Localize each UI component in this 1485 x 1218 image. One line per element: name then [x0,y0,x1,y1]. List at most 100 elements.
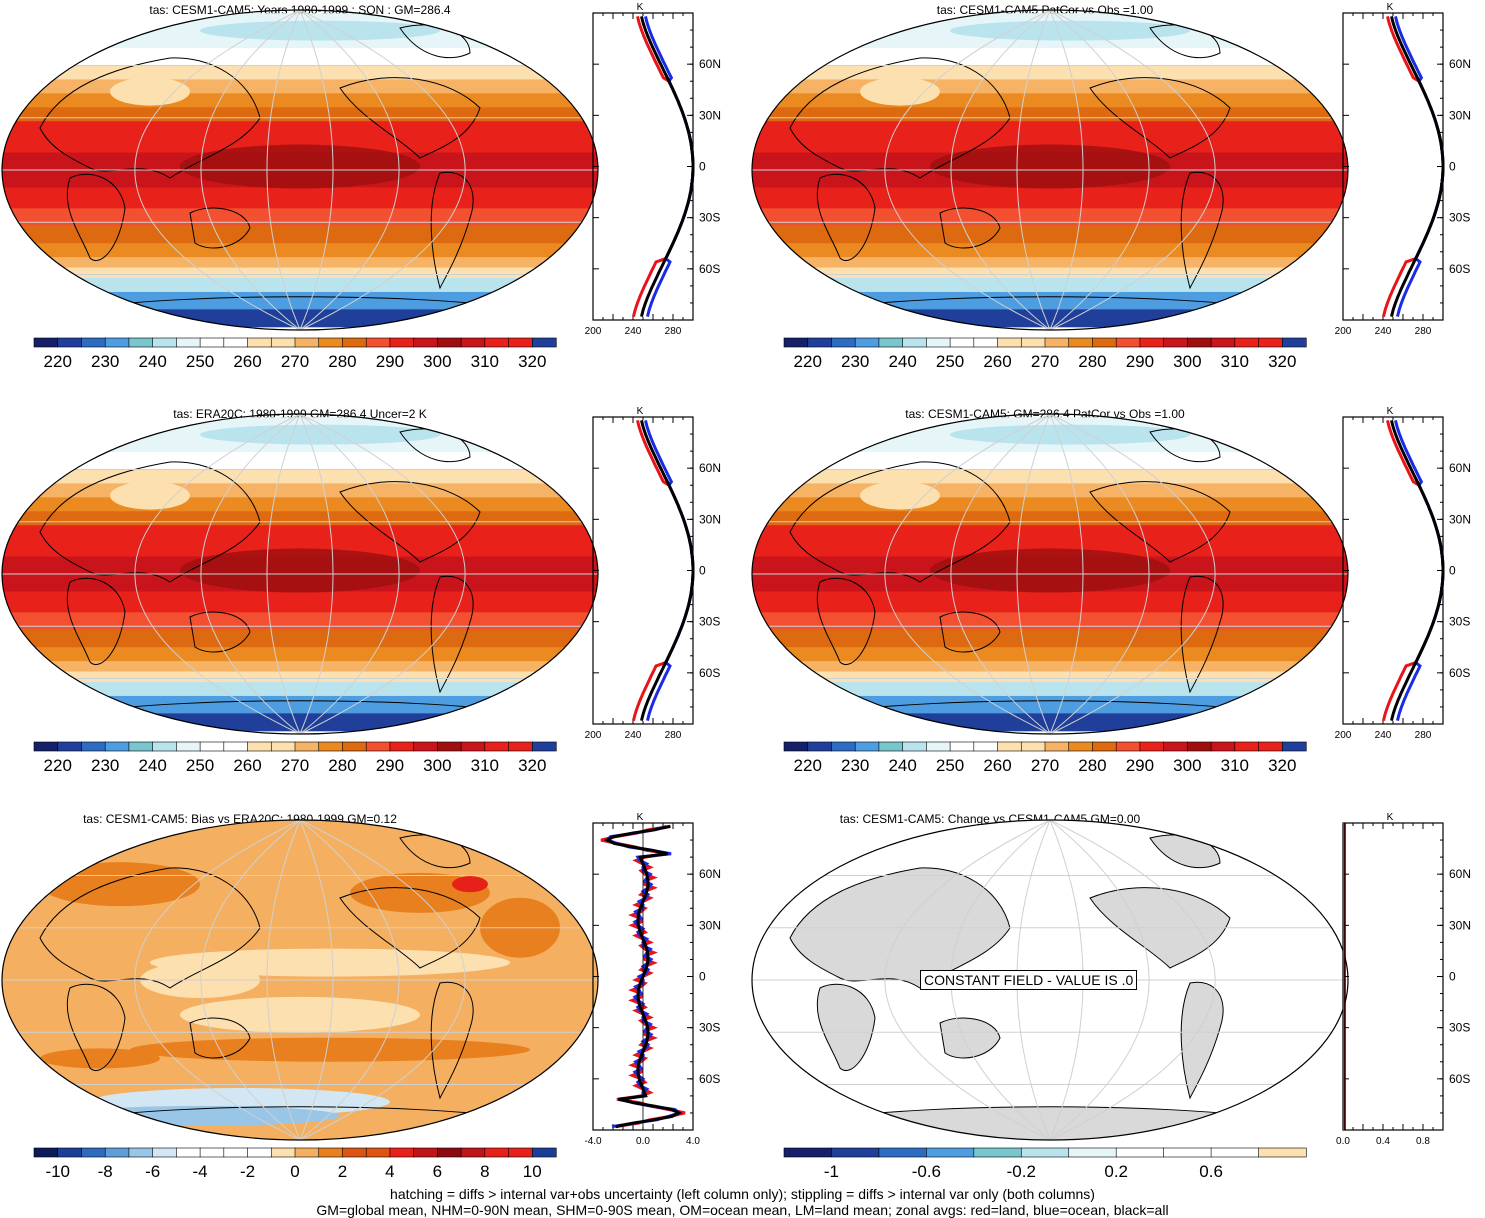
lat-label: 0 [1449,564,1456,578]
x-tick-label: 200 [585,730,602,741]
colorbar-cell [176,337,201,348]
lat-band [2,187,598,209]
lat-band [2,511,598,526]
colorbar-cell [460,741,486,752]
lat-band [2,121,598,140]
colorbar-cell [949,337,975,348]
colorbar-cell [413,741,438,752]
lat-label: 30N [699,918,721,932]
tibet-cold [110,481,190,510]
colorbar: -1 -0.6 -0.2 0.2 0.6 [783,1147,1307,1181]
colorbar: 220 230 240 250 260 270 280 290 300 310 320 [783,337,1307,371]
colorbar-cell [878,1147,927,1158]
colorbar-label: 220 [44,756,72,775]
colorbar-label: 320 [518,352,546,371]
map-border [1,819,599,1141]
lat-band [752,225,1348,244]
colorbar-cell [902,741,927,752]
continent-outline [189,207,251,249]
x-tick-label: 200 [1335,326,1352,337]
colorbar-cell [1044,741,1070,752]
colorbar-cell [1020,741,1046,752]
lat-label: 30S [1449,615,1470,629]
colorbar-label: 230 [91,756,119,775]
colorbar-cell [104,337,130,348]
footer-line-2: GM=global mean, NHM=0-90N mean, SHM=0-90… [316,1202,1169,1218]
continent-outline [66,173,126,261]
colorbar-cell [831,741,856,752]
colorbar-cell [81,1147,106,1158]
colorbar-label: 270 [281,756,309,775]
meridian [1049,414,1216,734]
colorbar-label: -10 [45,1162,70,1181]
continent-outline [339,481,481,563]
colorbar-cell [1115,337,1141,348]
lat-band [2,257,598,269]
continent-outline [66,983,126,1071]
colorbar-cell [531,1147,557,1158]
lat-band [2,647,598,662]
colorbar-cell [318,741,344,752]
lat-label: 60S [1449,666,1470,680]
meridian [266,820,301,1140]
colorbar-label: 250 [186,756,214,775]
colorbar-label: 270 [281,352,309,371]
zonal-line-all [1390,16,1445,317]
warm-pool [930,548,1170,593]
lat-band [752,208,1348,227]
map-fill [2,414,598,734]
colorbar-cell [1258,337,1283,348]
colorbar-cell [783,1147,833,1158]
lat-band [752,525,1348,544]
continent-outline [939,207,1001,249]
tibet-cold [110,77,190,106]
colorbar-cell [854,741,880,752]
lat-band [752,682,1348,697]
colorbar-cell [1163,1147,1212,1158]
colorbar-cell [531,337,557,348]
x-tick-label: 240 [625,730,642,741]
lat-band [752,278,1348,293]
lat-band [752,661,1348,673]
lat-band [752,267,1348,279]
colorbar-cell [104,1147,130,1158]
colorbar-label: 310 [1221,352,1249,371]
colorbar-label: 0.6 [1199,1162,1223,1181]
lat-band [2,309,598,328]
colorbar-cell [1139,741,1165,752]
lat-band [2,107,598,122]
lat-band [752,713,1348,732]
arctic-cold [200,20,440,41]
colorbar-cell [1258,1147,1307,1158]
colorbar-cell [902,337,927,348]
colorbar-label: -6 [145,1162,160,1181]
warm-pool [180,144,420,189]
lat-band [2,682,598,697]
panel-4: tas: CESM1-CAM5: GM=286.4 PatCor vs Obs … [745,404,1485,799]
colorbar-label: 220 [794,352,822,371]
meridian [1049,414,1084,734]
colorbar-label: 290 [1126,352,1154,371]
lat-label: 30N [1449,918,1471,932]
x-tick-label: 280 [1415,730,1432,741]
lat-band [752,107,1348,122]
colorbar-cell [926,741,951,752]
colorbar-cell [33,337,59,348]
map [751,9,1349,331]
lat-band [752,309,1348,328]
colorbar-cell [1210,1147,1260,1158]
colorbar-cell [878,741,904,752]
continent-outline [339,77,481,159]
continent-outline [816,577,876,665]
colorbar-cell [294,741,320,752]
lat-band [2,65,598,80]
colorbar-label: 300 [423,352,451,371]
colorbar-cell [270,337,296,348]
panel-5: tas: CESM1-CAM5: Bias vs ERA20C: 1980-19… [0,810,740,1185]
lat-band [752,121,1348,140]
meridian [299,820,334,1140]
zonal-line-all [640,16,695,317]
colorbar-cell [152,337,177,348]
map-fill [752,10,1348,330]
lat-label: 60S [699,666,720,680]
